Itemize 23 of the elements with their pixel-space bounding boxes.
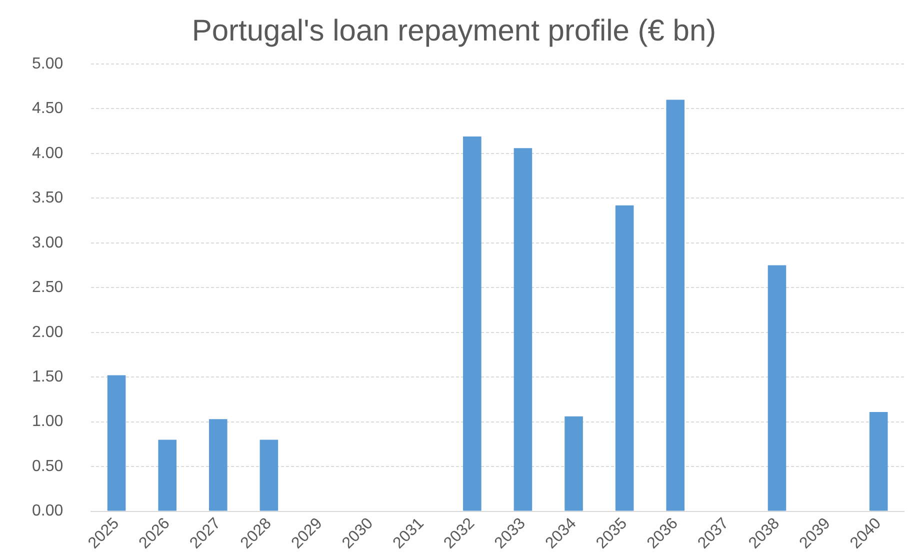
y-tick-label: 2.00 [32, 324, 64, 341]
bar [514, 148, 532, 511]
bar [768, 265, 786, 511]
y-tick-label: 3.50 [32, 190, 64, 207]
bar [666, 100, 685, 511]
bar [615, 205, 634, 511]
y-tick-label: 0.50 [32, 458, 64, 475]
bar [564, 416, 583, 511]
bar [869, 412, 888, 511]
bar [463, 136, 482, 511]
y-tick-label: 5.00 [32, 55, 64, 72]
chart-title: Portugal's loan repayment profile (€ bn) [192, 14, 716, 48]
y-tick-label: 4.00 [32, 144, 64, 162]
y-tick-label: 0.00 [32, 502, 64, 520]
bar [209, 419, 228, 511]
bar [158, 440, 176, 511]
y-tick-label: 2.50 [32, 279, 64, 296]
y-tick-label: 3.00 [32, 234, 64, 252]
y-tick-label: 1.50 [32, 368, 64, 386]
bar [107, 375, 126, 511]
bar [260, 440, 278, 511]
y-tick-label: 4.50 [32, 100, 64, 118]
y-tick-label: 1.00 [32, 413, 64, 430]
